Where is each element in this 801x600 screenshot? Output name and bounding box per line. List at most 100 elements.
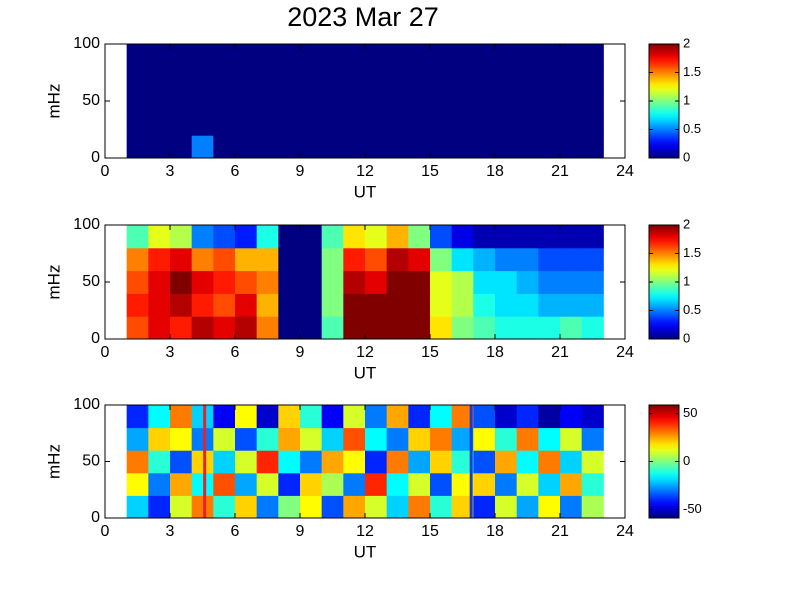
heat-cell (256, 225, 279, 249)
heat-cell (170, 495, 193, 519)
heat-cell (300, 225, 323, 249)
heat-cell (451, 270, 474, 294)
heat-cell (300, 112, 323, 136)
heat-cell (386, 89, 409, 113)
y-tick-label: 50 (82, 273, 100, 290)
x-tick-label: 15 (421, 163, 439, 180)
heat-cell (495, 316, 518, 340)
heat-cell (235, 66, 258, 91)
heat-cell (495, 225, 518, 249)
heat-cell (560, 112, 583, 136)
colorbar-tick-label: 0 (683, 149, 690, 164)
heat-cell (516, 495, 539, 519)
x-tick-label: 21 (551, 344, 569, 361)
heat-cell (516, 293, 539, 317)
heat-cell (538, 225, 561, 249)
x-tick-label: 24 (616, 344, 634, 361)
heat-cell (386, 405, 409, 429)
heat-cell (365, 405, 388, 429)
heat-cell (343, 44, 366, 68)
heat-cell (321, 135, 344, 159)
heat-cell (560, 293, 583, 317)
x-tick-label: 6 (231, 163, 240, 180)
heat-cell (473, 135, 496, 159)
heat-cell (278, 450, 301, 474)
heat-cell (126, 66, 149, 91)
heat-cell (148, 66, 171, 91)
heat-cell (126, 427, 149, 451)
heat-cell (430, 293, 453, 317)
x-tick-label: 24 (616, 523, 634, 540)
heat-cell (343, 405, 366, 429)
heat-cell (321, 66, 344, 91)
y-tick-label: 0 (91, 149, 100, 166)
heat-cell (560, 495, 583, 519)
heat-cell (516, 427, 539, 451)
heat-cell (516, 225, 539, 249)
heat-cell (430, 316, 453, 340)
heat-cell (343, 66, 366, 91)
heat-cell (343, 293, 366, 317)
x-tick-label: 0 (101, 523, 110, 540)
heat-cell (451, 427, 474, 451)
heat-cell (386, 112, 409, 136)
heat-cell (451, 472, 474, 496)
heat-cell (321, 293, 344, 317)
heat-cell (560, 135, 583, 159)
heat-cell (451, 405, 474, 429)
heat-cell (213, 66, 236, 91)
heat-cell (451, 247, 474, 272)
heat-cell (408, 450, 431, 474)
heat-cell (256, 135, 279, 159)
heat-cell (430, 450, 453, 474)
heat-cell (581, 316, 604, 340)
heat-cell (191, 66, 214, 91)
heat-cell (495, 247, 518, 272)
heat-cell (170, 427, 193, 451)
heat-cell (451, 44, 474, 68)
heat-cell (170, 112, 193, 136)
x-tick-label: 15 (421, 344, 439, 361)
heat-cell (256, 405, 279, 429)
heat-cell (581, 247, 604, 272)
heat-cell (495, 270, 518, 294)
x-tick-label: 24 (616, 163, 634, 180)
heat-cell (430, 89, 453, 113)
heat-cell (430, 270, 453, 294)
heat-cell (213, 450, 236, 474)
heat-cell (451, 293, 474, 317)
x-tick-label: 12 (356, 344, 374, 361)
heat-cell (148, 316, 171, 340)
heat-cell (213, 427, 236, 451)
x-tick-label: 21 (551, 523, 569, 540)
heat-cell (256, 89, 279, 113)
heat-cell (451, 450, 474, 474)
heat-cell (148, 472, 171, 496)
heat-cell (408, 405, 431, 429)
heat-cell (538, 247, 561, 272)
heat-cell (365, 450, 388, 474)
heat-cell (581, 270, 604, 294)
heat-cell (495, 472, 518, 496)
y-tick-label: 100 (73, 216, 100, 233)
heat-cell (235, 89, 258, 113)
heat-cell (365, 225, 388, 249)
heat-cell (235, 450, 258, 474)
heat-cell (365, 89, 388, 113)
heat-cell (213, 495, 236, 519)
heat-cell (430, 405, 453, 429)
colorbar (648, 224, 680, 340)
heat-cell (451, 89, 474, 113)
heat-cell (473, 66, 496, 91)
heat-cell (473, 293, 496, 317)
heat-cell (191, 135, 214, 159)
heat-cell (213, 270, 236, 294)
x-tick-label: 6 (231, 344, 240, 361)
heat-cell (386, 270, 409, 294)
heat-cell (408, 316, 431, 340)
heat-cell (278, 66, 301, 91)
heat-cell (365, 112, 388, 136)
heat-cell (148, 495, 171, 519)
x-tick-label: 18 (486, 523, 504, 540)
heat-cell (256, 472, 279, 496)
